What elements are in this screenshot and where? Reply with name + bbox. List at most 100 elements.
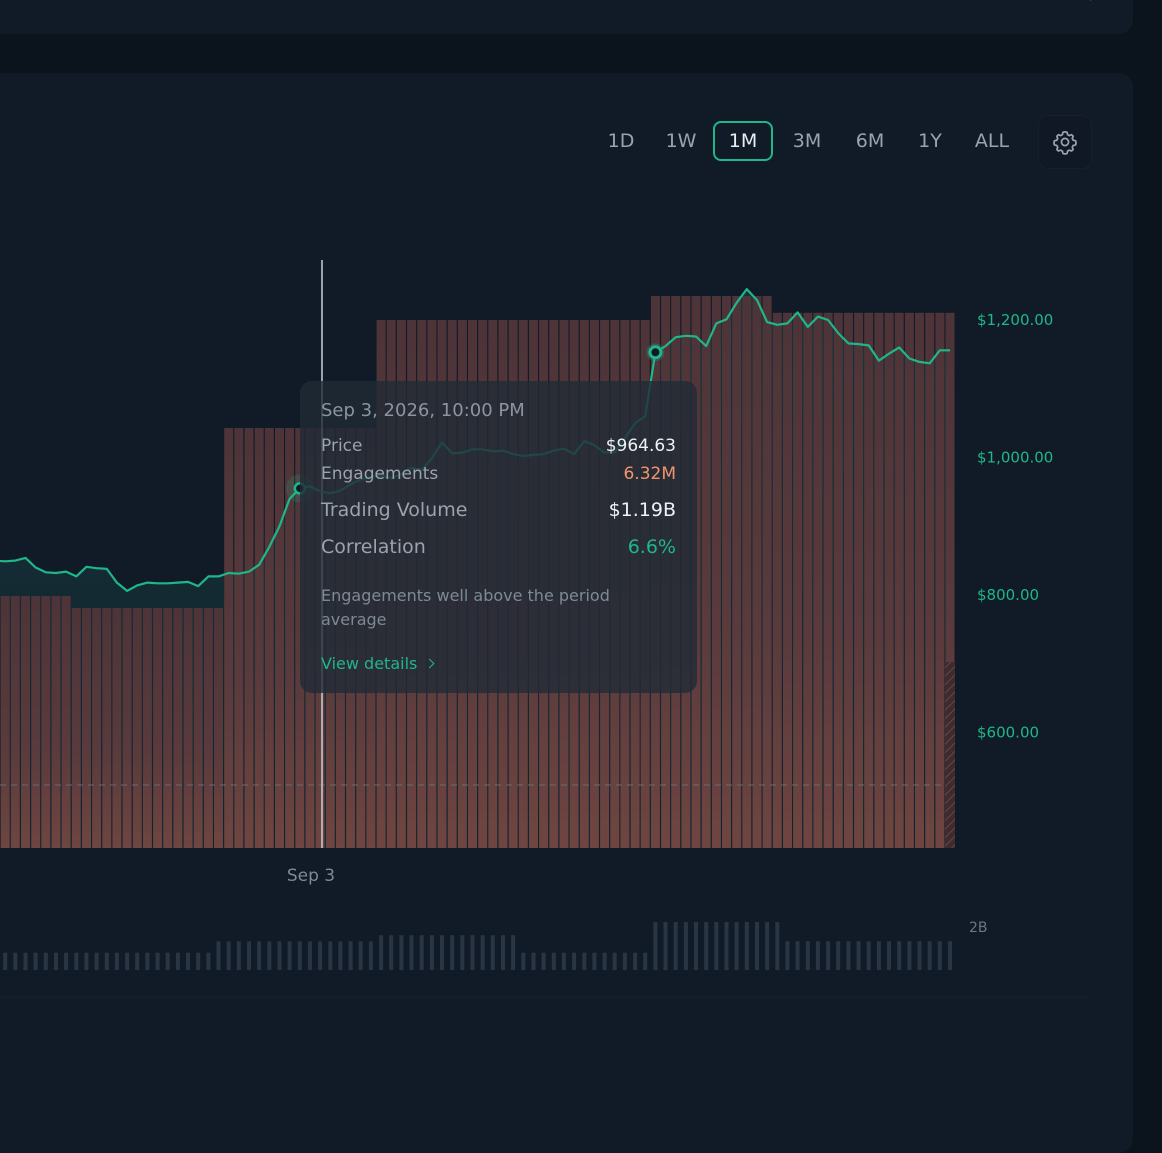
engagement-bar	[254, 428, 264, 848]
volume-bar	[450, 935, 455, 970]
range-all[interactable]: ALL	[974, 130, 1010, 152]
engagement-bar	[813, 312, 823, 848]
tooltip-correlation-value: 6.6%	[627, 536, 676, 558]
volume-bar	[551, 952, 556, 970]
volume-bar	[866, 941, 871, 970]
engagement-bar	[742, 296, 752, 848]
volume-bar	[389, 935, 394, 970]
volume-bar	[318, 941, 323, 970]
volume-bars	[3, 922, 952, 970]
volume-bar	[887, 941, 891, 970]
volume-bar	[186, 952, 190, 970]
volume-bar	[948, 941, 952, 970]
engagement-bar	[10, 596, 20, 848]
volume-bar	[23, 952, 28, 970]
view-details-label: View details	[321, 654, 418, 673]
volume-bar	[521, 952, 526, 970]
view-details-link[interactable]: View details	[321, 654, 435, 673]
volume-bar	[287, 941, 292, 970]
volume-bar	[633, 952, 638, 970]
engagement-bar	[864, 312, 874, 848]
volume-bar	[206, 952, 211, 970]
engagement-bar	[752, 296, 762, 848]
range-1d[interactable]: 1D	[607, 130, 635, 152]
engagement-bar	[935, 312, 945, 848]
volume-bar	[460, 935, 465, 970]
volume-bar	[785, 941, 790, 970]
volume-bar	[592, 952, 597, 970]
volume-bar	[501, 935, 505, 970]
engagement-bar	[894, 312, 904, 848]
volume-bar	[541, 952, 546, 970]
volume-bar	[267, 941, 272, 970]
volume-bar	[673, 922, 678, 970]
engagement-bar	[71, 608, 81, 848]
engagement-bar	[132, 608, 142, 848]
volume-bar	[226, 941, 231, 970]
volume-bar	[795, 941, 800, 970]
tooltip-price-label: Price	[321, 436, 363, 456]
volume-bar	[643, 952, 648, 970]
volume-bar	[856, 941, 861, 970]
engagement-bar	[793, 312, 803, 848]
volume-bar	[429, 935, 434, 970]
volume-bar	[815, 941, 820, 970]
engagement-bar	[244, 428, 254, 848]
engagement-bar	[874, 312, 884, 848]
engagement-bar	[945, 312, 955, 848]
engagement-bar	[214, 608, 223, 848]
engagement-bar	[925, 312, 935, 848]
engagement-bar	[183, 608, 193, 848]
engagement-bar	[762, 296, 772, 848]
price-marker[interactable]	[648, 345, 663, 360]
volume-bar	[74, 952, 79, 970]
range-3m[interactable]: 3M	[792, 130, 822, 152]
engagement-bar	[701, 296, 711, 848]
engagement-bar	[122, 608, 132, 848]
engagement-bar	[843, 312, 853, 848]
chevron-right-icon	[424, 658, 435, 669]
engagement-bar	[854, 312, 864, 848]
volume-bar	[3, 952, 8, 970]
gear-icon	[1053, 130, 1077, 155]
price-axis-tick: $1,200.00	[977, 311, 1053, 329]
volume-bar	[196, 952, 201, 970]
tooltip-note: Engagements well above the period averag…	[321, 586, 610, 629]
volume-bar	[653, 922, 658, 970]
engagement-bar	[193, 608, 203, 848]
volume-bar	[33, 952, 38, 970]
volume-bar	[43, 952, 48, 970]
tooltip: Sep 3, 2026, 10:00 PM Price $964.63 Enga…	[300, 381, 697, 693]
volume-bar	[612, 952, 617, 970]
range-6m[interactable]: 6M	[855, 130, 885, 152]
x-tick-label: Sep 3	[287, 866, 335, 886]
volume-axis-tick: 2B	[969, 920, 988, 936]
volume-bar	[368, 941, 373, 970]
volume-bar	[216, 941, 221, 970]
volume-bar	[13, 952, 18, 970]
settings-button[interactable]	[1038, 115, 1092, 169]
engagement-bar	[21, 596, 30, 848]
tooltip-volume-label: Trading Volume	[321, 499, 468, 521]
range-1y[interactable]: 1Y	[918, 130, 942, 152]
volume-bar	[602, 952, 607, 970]
engagement-bar	[722, 296, 731, 848]
volume-bar	[64, 952, 69, 970]
engagement-bar	[264, 428, 274, 848]
engagement-bar	[711, 296, 721, 848]
volume-bar	[470, 935, 475, 970]
volume-bar	[907, 941, 912, 970]
volume-bar	[826, 941, 831, 970]
volume-bar	[765, 922, 770, 970]
range-1m[interactable]: 1M	[713, 121, 773, 161]
engagement-bar	[163, 608, 173, 848]
engagement-bar	[833, 312, 843, 848]
volume-bar	[917, 941, 922, 970]
volume-bar	[307, 941, 312, 970]
engagement-bar	[82, 608, 91, 848]
range-1w[interactable]: 1W	[665, 130, 697, 152]
volume-bar	[84, 952, 89, 970]
volume-bar	[247, 941, 251, 970]
engagement-bar	[823, 312, 833, 848]
volume-bar	[683, 922, 688, 970]
